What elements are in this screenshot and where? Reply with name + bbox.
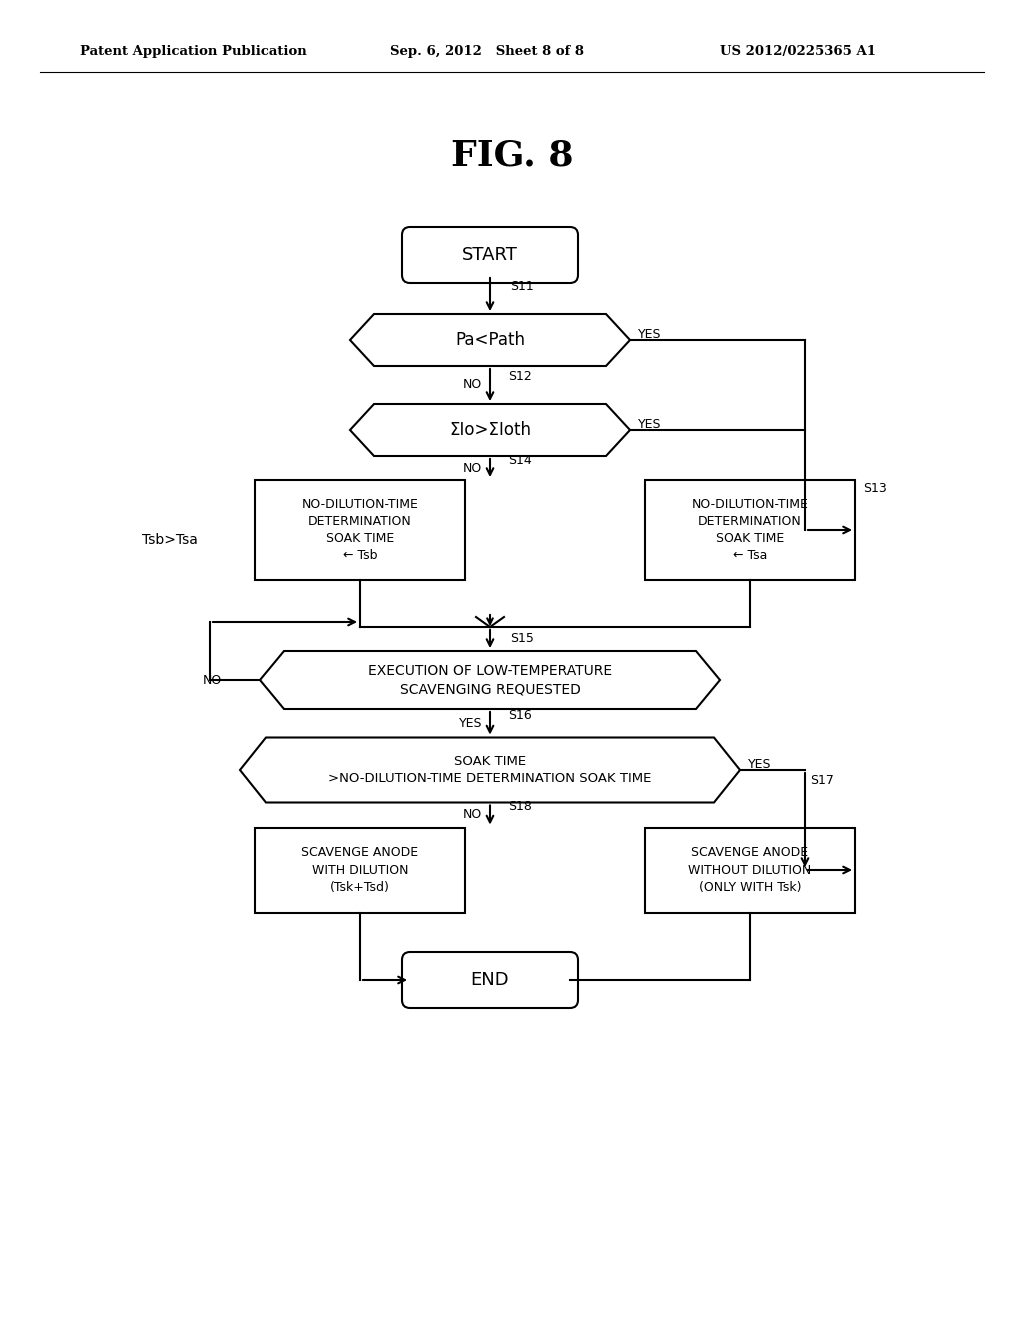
- Text: S17: S17: [810, 774, 834, 787]
- Text: SCAVENGE ANODE
WITHOUT DILUTION
(ONLY WITH Tsk): SCAVENGE ANODE WITHOUT DILUTION (ONLY WI…: [688, 846, 812, 894]
- Text: US 2012/0225365 A1: US 2012/0225365 A1: [720, 45, 876, 58]
- Polygon shape: [350, 314, 630, 366]
- Bar: [255, 480, 465, 579]
- Polygon shape: [240, 738, 740, 803]
- Text: Pa<Path: Pa<Path: [455, 331, 525, 348]
- Text: YES: YES: [638, 329, 662, 342]
- Text: YES: YES: [459, 717, 482, 730]
- Text: NO: NO: [203, 673, 222, 686]
- Bar: [645, 828, 855, 912]
- Text: SCAVENGE ANODE
WITH DILUTION
(Tsk+Tsd): SCAVENGE ANODE WITH DILUTION (Tsk+Tsd): [301, 846, 419, 894]
- Text: NO: NO: [463, 462, 482, 474]
- Text: Sep. 6, 2012   Sheet 8 of 8: Sep. 6, 2012 Sheet 8 of 8: [390, 45, 584, 58]
- Polygon shape: [260, 651, 720, 709]
- Text: Tsb>Tsa: Tsb>Tsa: [142, 533, 198, 546]
- Text: S11: S11: [510, 280, 534, 293]
- Text: S14: S14: [508, 454, 531, 466]
- FancyBboxPatch shape: [402, 227, 578, 282]
- Text: ΣIo>ΣIoth: ΣIo>ΣIoth: [449, 421, 531, 440]
- Text: FIG. 8: FIG. 8: [451, 139, 573, 172]
- Text: NO: NO: [463, 379, 482, 392]
- Text: S12: S12: [508, 371, 531, 384]
- FancyBboxPatch shape: [402, 952, 578, 1008]
- Text: S13: S13: [863, 482, 887, 495]
- Text: YES: YES: [638, 418, 662, 432]
- Text: S15: S15: [510, 632, 534, 645]
- Text: Patent Application Publication: Patent Application Publication: [80, 45, 307, 58]
- Text: NO-DILUTION-TIME
DETERMINATION
SOAK TIME
← Tsb: NO-DILUTION-TIME DETERMINATION SOAK TIME…: [301, 498, 419, 562]
- Text: S18: S18: [508, 800, 531, 813]
- Text: S16: S16: [508, 709, 531, 722]
- Text: NO: NO: [463, 808, 482, 821]
- Bar: [255, 828, 465, 912]
- Text: EXECUTION OF LOW-TEMPERATURE
SCAVENGING REQUESTED: EXECUTION OF LOW-TEMPERATURE SCAVENGING …: [368, 664, 612, 696]
- Text: SOAK TIME
>NO-DILUTION-TIME DETERMINATION SOAK TIME: SOAK TIME >NO-DILUTION-TIME DETERMINATIO…: [329, 755, 651, 785]
- Polygon shape: [350, 404, 630, 455]
- Text: START: START: [462, 246, 518, 264]
- Bar: [645, 480, 855, 579]
- Text: YES: YES: [748, 759, 771, 771]
- Text: NO-DILUTION-TIME
DETERMINATION
SOAK TIME
← Tsa: NO-DILUTION-TIME DETERMINATION SOAK TIME…: [691, 498, 808, 562]
- Text: END: END: [471, 972, 509, 989]
